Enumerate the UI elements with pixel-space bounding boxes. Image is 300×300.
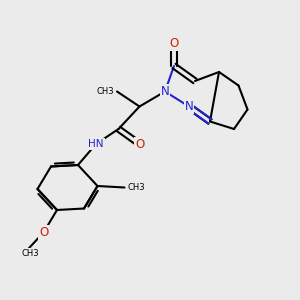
Text: N: N <box>160 85 169 98</box>
Text: O: O <box>39 226 48 239</box>
Text: HN: HN <box>88 139 104 149</box>
Text: CH3: CH3 <box>96 87 114 96</box>
Text: O: O <box>169 37 178 50</box>
Text: O: O <box>135 137 144 151</box>
Text: N: N <box>184 100 194 113</box>
Text: CH3: CH3 <box>21 249 39 258</box>
Text: CH3: CH3 <box>128 183 145 192</box>
